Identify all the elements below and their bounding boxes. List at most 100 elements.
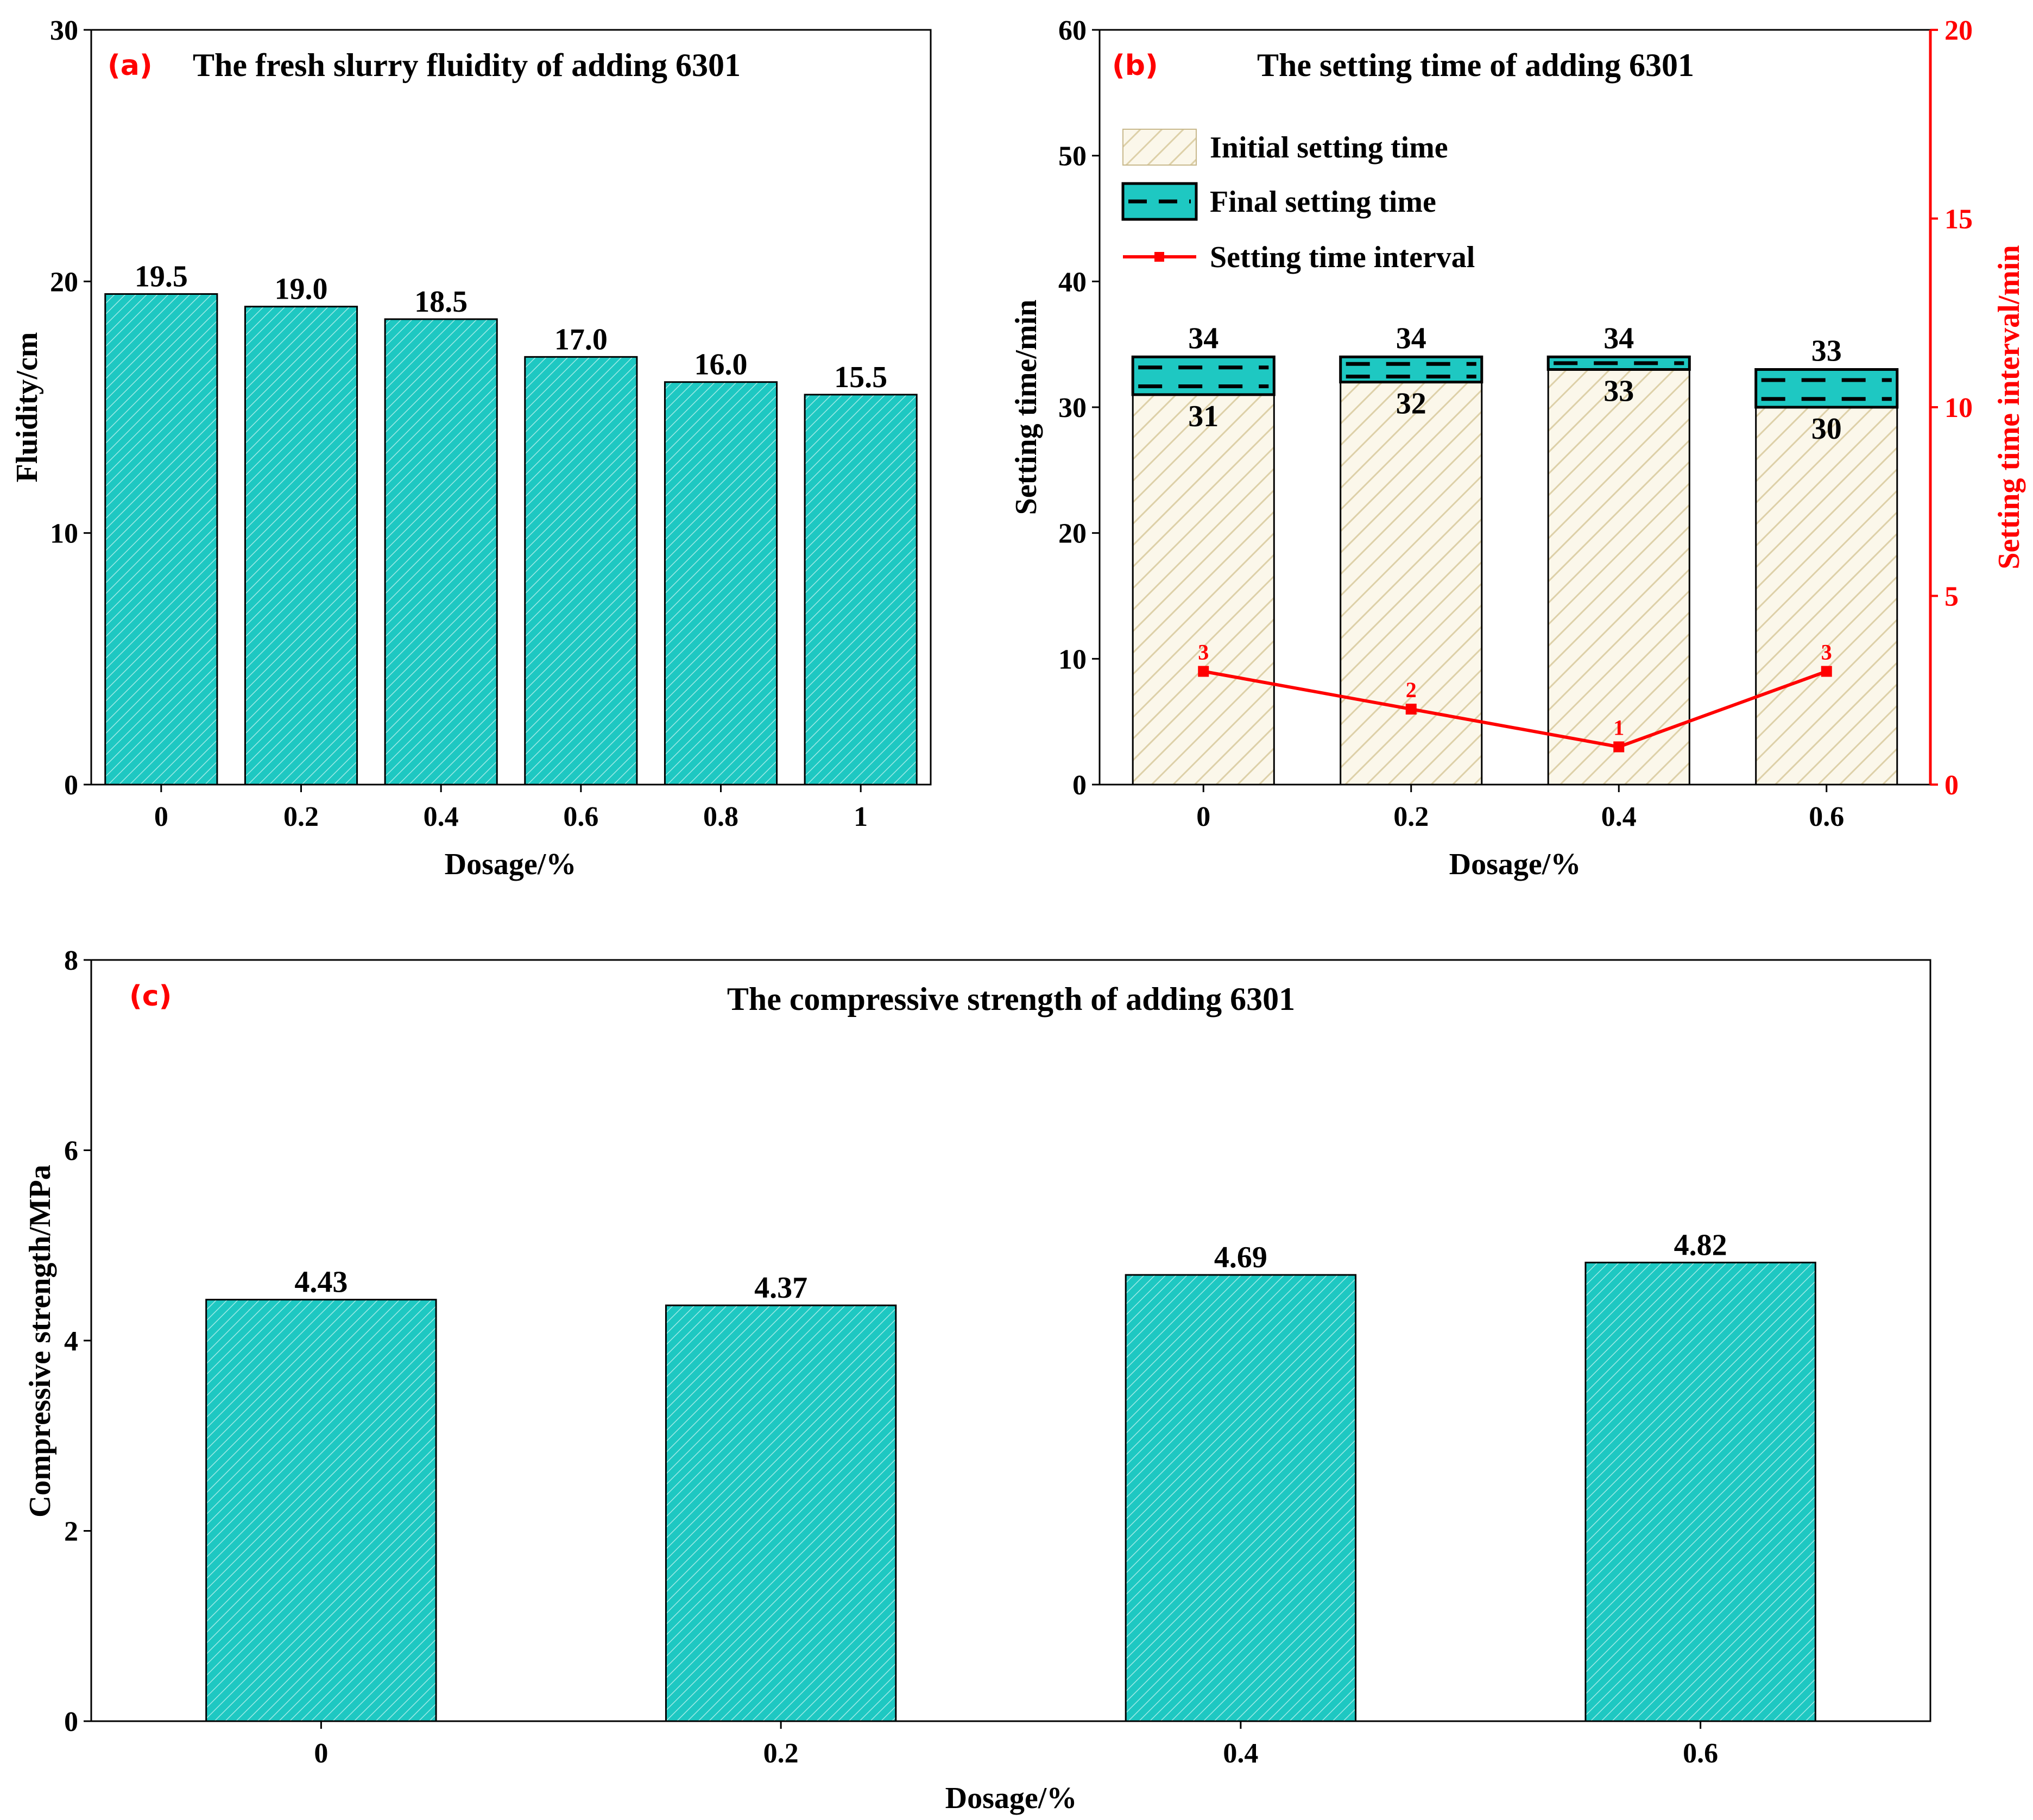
panel-b-interval-label: 3 [1198,640,1209,665]
panel-a-value-label: 17.0 [554,323,608,356]
panel-b-y-tick-label: 30 [1058,393,1087,424]
panel-b-initial-bar [1755,406,1898,786]
panel-b-y-tick-label: 50 [1058,141,1087,172]
panel-b-interval-label: 2 [1406,678,1417,702]
panel-c-y-tick-label: 6 [64,1136,78,1167]
panel-b-legend: Initial setting time Final setting time … [1121,129,1475,274]
panel-a-bar [524,356,638,786]
panel-c-x-tick-label: 0 [314,1738,328,1769]
panel-b-right-y-axis-title: Setting time interval/min [1992,245,2026,569]
panel-a-value-label: 18.5 [414,285,468,319]
panel-a-value-label: 16.0 [694,348,748,382]
panel-c-y-tick-label: 2 [64,1516,78,1547]
panel-c-bar [665,1304,897,1722]
panel-a-x-tick-label: 0 [154,801,168,832]
panel-b-y-tick-label: 60 [1058,15,1087,46]
panel-a-y-tick-label: 0 [64,770,78,801]
legend-label-initial: Initial setting time [1210,131,1448,165]
panel-b-tag: (b) [1112,49,1158,82]
panel-a-y-tick-label: 30 [50,15,78,46]
panel-b-y-tick-label: 40 [1058,267,1087,298]
panel-b-x-tick-label: 0.6 [1809,801,1844,832]
panel-b-final-bar [1546,355,1691,371]
panel-b-x-tick-label: 0 [1196,801,1210,832]
panel-c-bar [1584,1261,1816,1722]
panel-a-plot-frame [90,29,932,786]
panel-a-bar [104,293,218,786]
panel-c: (c) The compressive strength of adding 6… [23,945,1931,1815]
panel-b-final-label: 34 [1396,321,1426,355]
panel-a: (a) The fresh slurry fluidity of adding … [10,15,932,881]
panel-a-x-tick-label: 1 [854,801,868,832]
legend-swatch-interval-marker [1154,252,1164,262]
panel-a-x-tick-label: 0.6 [563,801,598,832]
panel-b-interval-marker [1613,741,1625,753]
panel-c-tag: (c) [129,980,172,1013]
panel-c-bars: 4.43 0 4.37 0.2 4.69 0.4 4.82 0.6 [205,1228,1816,1769]
panel-b-x-tick-label: 0.2 [1393,801,1429,832]
panel-a-y-tick-label: 20 [50,267,78,298]
panel-a-title: The fresh slurry fluidity of adding 6301 [193,47,741,83]
panel-b-interval-marker [1198,666,1209,677]
panel-b-right-y-tick-label: 10 [1944,393,1973,424]
panel-a-bar [664,381,778,786]
panel-b-y-ticks: 0 10 20 30 40 50 60 [1058,15,1100,801]
panel-b-x-tick-label: 0.4 [1601,801,1637,832]
panel-a-tag: (a) [108,49,153,82]
panel-c-bar [1125,1274,1357,1722]
panel-c-y-tick-label: 4 [64,1326,78,1357]
panel-c-value-label: 4.37 [754,1271,807,1305]
panel-a-y-axis-title: Fluidity/cm [10,332,44,483]
legend-swatch-initial [1122,129,1197,166]
panel-a-bar [804,394,918,786]
panel-c-value-label: 4.69 [1214,1241,1267,1274]
panel-b-final-label: 34 [1603,321,1634,355]
panel-b-y-tick-label: 0 [1072,770,1087,801]
panel-b-initial-bar [1340,381,1483,786]
legend-label-final: Final setting time [1210,185,1436,219]
panel-c-value-label: 4.43 [294,1266,348,1299]
panel-c-bar [205,1299,437,1722]
legend-label-interval: Setting time interval [1210,241,1475,274]
panel-a-x-axis-title: Dosage/% [445,848,577,881]
panel-a-bars: 19.5 0 19.0 0.2 18.5 0.4 17.0 0.6 16.0 0.8 15.5 1 [104,260,918,832]
panel-b: (b) The setting time of adding 6301 Dosa… [1009,15,2026,881]
panel-b-interval-label: 1 [1613,716,1624,740]
panel-b-interval-series: 3 2 1 3 [1198,640,1832,753]
panel-a-x-tick-label: 0.8 [703,801,738,832]
panel-a-value-label: 19.5 [135,260,188,294]
panel-b-initial-bar [1547,369,1690,786]
panel-c-y-tick-label: 8 [64,945,78,976]
panel-c-x-tick-label: 0.6 [1683,1738,1718,1769]
panel-b-final-bar [1754,368,1899,409]
panel-b-interval-line [1203,669,1827,749]
panel-b-y-tick-label: 10 [1058,644,1087,675]
panel-b-right-y-tick-label: 20 [1944,15,1973,46]
panel-b-initial-label: 31 [1188,400,1218,433]
panel-c-x-axis-title: Dosage/% [945,1781,1077,1815]
panel-c-y-ticks: 0 2 4 6 8 [64,945,91,1737]
panel-b-final-bar [1131,355,1276,396]
panel-c-y-tick-label: 0 [64,1707,78,1737]
panel-a-y-ticks: 0 10 20 30 [50,15,91,801]
panel-b-y-axis-title: Setting time/min [1009,300,1043,515]
panel-c-y-axis-title: Compressive strength/MPa [23,1165,57,1518]
panel-b-x-axis-title: Dosage/% [1449,848,1581,881]
panel-b-final-label: 34 [1188,321,1218,355]
panel-b-initial-bar [1132,394,1275,786]
panel-b-right-y-tick-label: 15 [1944,204,1973,235]
panel-a-y-tick-label: 10 [50,519,78,549]
panel-b-y-tick-label: 20 [1058,519,1087,549]
panel-b-interval-marker [1821,666,1832,677]
panel-c-value-label: 4.82 [1674,1228,1727,1262]
panel-a-value-label: 19.0 [275,273,328,306]
panel-b-right-y-tick-label: 0 [1944,770,1959,801]
panel-b-right-y-tick-label: 5 [1944,582,1959,612]
panel-a-bar [384,318,498,786]
panel-a-x-tick-label: 0.2 [283,801,319,832]
panel-b-initial-label: 30 [1811,412,1842,446]
panel-c-x-tick-label: 0.4 [1223,1738,1258,1769]
panel-c-x-tick-label: 0.2 [763,1738,799,1769]
panel-a-bar [244,306,358,786]
